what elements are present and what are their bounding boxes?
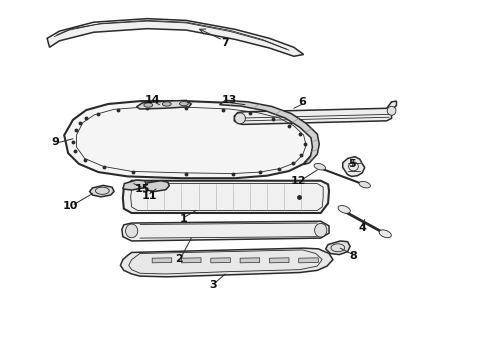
Polygon shape bbox=[90, 185, 114, 197]
Ellipse shape bbox=[338, 206, 350, 213]
Ellipse shape bbox=[315, 224, 327, 237]
Polygon shape bbox=[137, 100, 191, 109]
Text: 3: 3 bbox=[209, 280, 217, 290]
Text: 15: 15 bbox=[135, 184, 150, 194]
Text: 6: 6 bbox=[299, 97, 307, 107]
Polygon shape bbox=[181, 258, 201, 263]
Ellipse shape bbox=[179, 102, 188, 106]
Text: 14: 14 bbox=[145, 95, 160, 105]
Polygon shape bbox=[47, 19, 304, 56]
Polygon shape bbox=[122, 221, 329, 241]
Polygon shape bbox=[343, 157, 365, 176]
Ellipse shape bbox=[387, 106, 396, 115]
Polygon shape bbox=[123, 181, 329, 213]
Polygon shape bbox=[299, 258, 318, 263]
Polygon shape bbox=[220, 100, 319, 165]
Text: 5: 5 bbox=[349, 159, 356, 169]
Polygon shape bbox=[64, 101, 316, 178]
Text: 7: 7 bbox=[221, 38, 229, 48]
Text: 13: 13 bbox=[221, 95, 237, 105]
Ellipse shape bbox=[359, 181, 370, 188]
Text: 1: 1 bbox=[180, 214, 188, 224]
Text: 8: 8 bbox=[349, 251, 357, 261]
Polygon shape bbox=[152, 258, 171, 263]
Polygon shape bbox=[326, 241, 350, 255]
Polygon shape bbox=[211, 258, 230, 263]
Ellipse shape bbox=[125, 224, 138, 238]
Polygon shape bbox=[145, 181, 169, 192]
Polygon shape bbox=[121, 248, 333, 277]
Ellipse shape bbox=[144, 103, 153, 107]
Ellipse shape bbox=[235, 113, 245, 124]
Text: 10: 10 bbox=[62, 201, 78, 211]
Polygon shape bbox=[240, 258, 260, 263]
Polygon shape bbox=[123, 180, 147, 190]
Ellipse shape bbox=[379, 230, 392, 238]
Text: 9: 9 bbox=[51, 138, 59, 147]
Ellipse shape bbox=[162, 102, 171, 106]
Text: 2: 2 bbox=[175, 254, 183, 264]
Text: 11: 11 bbox=[142, 191, 157, 201]
Polygon shape bbox=[234, 101, 396, 125]
Polygon shape bbox=[270, 258, 289, 263]
Text: 12: 12 bbox=[291, 176, 307, 186]
Text: 4: 4 bbox=[358, 224, 366, 233]
Ellipse shape bbox=[314, 163, 325, 170]
